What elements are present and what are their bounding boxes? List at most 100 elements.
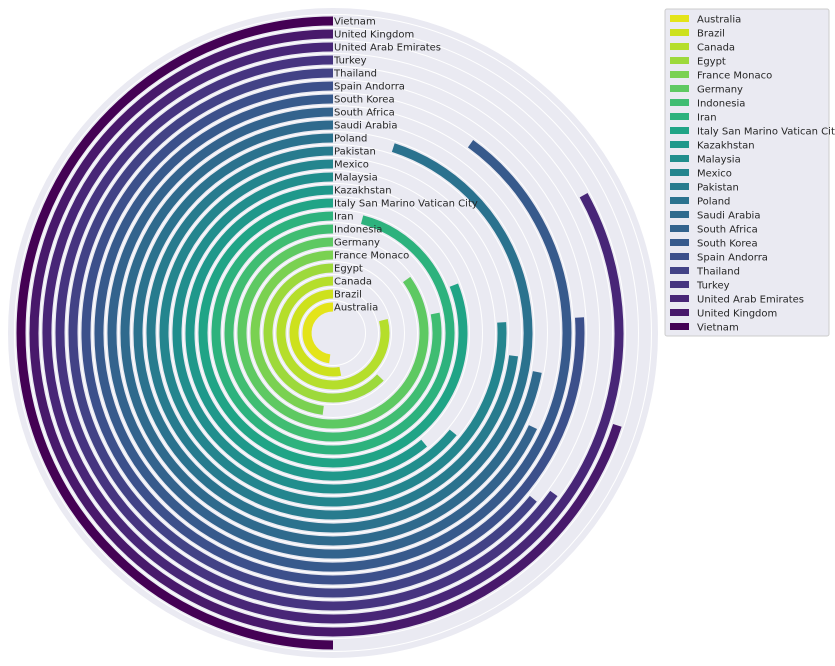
bars-layer xyxy=(16,16,624,650)
bar-indonesia xyxy=(224,224,442,442)
legend-swatch-turkey xyxy=(670,281,689,288)
grid-circle xyxy=(248,248,418,418)
bar-brazil xyxy=(289,289,342,377)
legend-label-thailand: Thailand xyxy=(696,267,740,278)
ring-label-egypt: Egypt xyxy=(334,264,363,275)
ring-label-south-korea: South Korea xyxy=(334,95,395,106)
bar-spain-andorra xyxy=(81,81,585,585)
legend-label-kazakhstan: Kazakhstan xyxy=(697,141,755,152)
radial-grid xyxy=(1,1,665,665)
ring-label-australia: Australia xyxy=(334,303,378,314)
ring-label-canada: Canada xyxy=(334,277,372,288)
legend-swatch-canada xyxy=(670,43,689,50)
grid-circle xyxy=(27,27,639,639)
ring-label-thailand: Thailand xyxy=(333,69,377,80)
legend-label-south-korea: South Korea xyxy=(697,239,758,250)
bar-united-arab-emirates xyxy=(42,42,624,624)
bar-turkey xyxy=(55,55,558,611)
bar-south-africa xyxy=(107,107,538,559)
legend-label-turkey: Turkey xyxy=(696,281,730,292)
ring-label-germany: Germany xyxy=(334,238,380,249)
ring-label-mexico: Mexico xyxy=(334,160,369,171)
grid-circle xyxy=(40,40,626,626)
grid-circle xyxy=(209,209,457,457)
legend-swatch-australia xyxy=(670,15,689,22)
ring-label-malaysia: Malaysia xyxy=(334,173,378,184)
grid-circle xyxy=(118,118,548,548)
legend-label-egypt: Egypt xyxy=(697,57,726,68)
bar-malaysia xyxy=(172,172,457,494)
ring-label-united-arab-emirates: United Arab Emirates xyxy=(334,43,441,54)
bar-canada xyxy=(276,276,390,390)
ring-label-poland: Poland xyxy=(334,134,367,145)
legend-label-australia: Australia xyxy=(697,15,741,26)
legend-label-spain-andorra: Spain Andorra xyxy=(697,253,768,264)
bar-thailand xyxy=(68,68,537,598)
ring-label-spain-andorra: Spain Andorra xyxy=(334,82,405,93)
bar-egypt xyxy=(263,263,384,403)
grid-circle xyxy=(261,261,405,405)
legend-swatch-united-arab-emirates xyxy=(670,295,689,302)
legend-swatch-south-korea xyxy=(670,239,689,246)
grid-circle xyxy=(274,274,392,392)
grid-circle xyxy=(92,92,574,574)
ring-label-france-monaco: France Monaco xyxy=(334,251,409,262)
ring-label-south-africa: South Africa xyxy=(334,108,395,119)
bar-poland xyxy=(133,133,533,533)
legend-label-brazil: Brazil xyxy=(697,29,725,40)
legend-label-germany: Germany xyxy=(697,85,743,96)
legend-label-saudi-arabia: Saudi Arabia xyxy=(697,211,760,222)
legend-label-vietnam: Vietnam xyxy=(697,323,739,334)
grid-circle xyxy=(300,300,366,366)
legend-swatch-united-kingdom xyxy=(670,309,689,316)
bar-italy-san-marino-vatican-city xyxy=(198,198,468,468)
legend-label-indonesia: Indonesia xyxy=(697,99,745,110)
legend-swatch-kazakhstan xyxy=(670,141,689,148)
legend-swatch-south-africa xyxy=(670,225,689,232)
ring-label-brazil: Brazil xyxy=(334,290,362,301)
legend-label-malaysia: Malaysia xyxy=(697,155,741,166)
grid-circle xyxy=(144,144,522,522)
ring-label-kazakhstan: Kazakhstan xyxy=(334,186,392,197)
grid-circle xyxy=(183,183,483,483)
bar-vietnam xyxy=(16,16,334,650)
ring-label-vietnam: Vietnam xyxy=(334,17,376,28)
legend: Australia Brazil Canada Egypt France Monaco G… xyxy=(664,8,835,337)
grid-circle xyxy=(105,105,561,561)
legend-swatch-saudi-arabia xyxy=(670,211,689,218)
bar-pakistan xyxy=(146,146,519,520)
ring-label-pakistan: Pakistan xyxy=(334,147,376,158)
legend-swatch-italy-san-marino-vatican-city xyxy=(670,127,689,134)
legend-swatch-iran xyxy=(670,113,689,120)
ring-label-iran: Iran xyxy=(334,212,354,223)
legend-label-pakistan: Pakistan xyxy=(697,183,739,194)
grid-circle xyxy=(79,79,587,587)
grid-circle xyxy=(235,235,431,431)
bar-france-monaco xyxy=(250,250,334,415)
bar-kazakhstan xyxy=(185,185,428,481)
legend-swatch-egypt xyxy=(670,57,689,64)
legend-swatch-indonesia xyxy=(670,99,689,106)
legend-label-france-monaco: France Monaco xyxy=(697,71,772,82)
legend-swatch-spain-andorra xyxy=(670,253,689,260)
bar-saudi-arabia xyxy=(120,120,542,546)
grid-circle xyxy=(196,196,470,470)
bar-mexico xyxy=(159,159,507,507)
ring-label-indonesia: Indonesia xyxy=(334,225,382,236)
ring-label-saudi-arabia: Saudi Arabia xyxy=(334,121,397,132)
legend-swatch-pakistan xyxy=(670,183,689,190)
ring-label-united-kingdom: United Kingdom xyxy=(334,30,414,41)
ring-label-turkey: Turkey xyxy=(333,56,367,67)
legend-swatch-germany xyxy=(670,85,689,92)
grid-circle xyxy=(66,66,600,600)
grid-circle xyxy=(53,53,613,613)
legend-swatch-brazil xyxy=(670,29,689,36)
legend-label-south-africa: South Africa xyxy=(697,225,758,236)
grid-circle xyxy=(222,222,444,444)
legend-label-iran: Iran xyxy=(697,113,717,124)
legend-label-poland: Poland xyxy=(697,197,730,208)
bar-australia xyxy=(302,302,334,364)
ring-label-italy-san-marino-vatican-city: Italy San Marino Vatican City xyxy=(334,199,478,210)
legend-swatch-vietnam xyxy=(670,323,689,330)
